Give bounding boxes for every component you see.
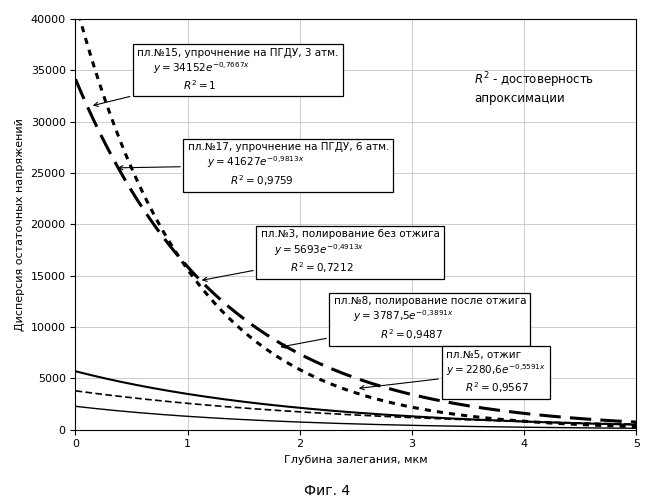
Text: $R^2$ - достоверность
апроксимации: $R^2$ - достоверность апроксимации — [474, 70, 594, 105]
Text: пл.№15, упрочнение на ПГДУ, 3 атм.
     $y = 34152e^{-0{,}7667x}$
              : пл.№15, упрочнение на ПГДУ, 3 атм. $y = … — [94, 48, 339, 106]
Text: пл.№5, отжиг
$y = 2280{,}6e^{-0{,}5591x}$
      $R^2 = 0{,}9567$: пл.№5, отжиг $y = 2280{,}6e^{-0{,}5591x}… — [360, 350, 546, 395]
Text: пл.№3, полирование без отжига
    $y = 5693e^{-0{,}4913x}$
         $R^2 = 0{,}7: пл.№3, полирование без отжига $y = 5693e… — [203, 230, 440, 281]
X-axis label: Глубина залегания, мкм: Глубина залегания, мкм — [284, 455, 428, 465]
Text: пл.№17, упрочнение на ПГДУ, 6 атм.
      $y = 41627e^{-0{,}9813x}$
             : пл.№17, упрочнение на ПГДУ, 6 атм. $y = … — [119, 142, 389, 188]
Text: пл.№8, полирование после отжига
      $y = 3787{,}5e^{-0{,}3891x}$
             : пл.№8, полирование после отжига $y = 378… — [282, 296, 526, 348]
Y-axis label: Дисперсия остаточных напряжений: Дисперсия остаточных напряжений — [15, 118, 25, 331]
Text: Фиг. 4: Фиг. 4 — [305, 484, 350, 498]
